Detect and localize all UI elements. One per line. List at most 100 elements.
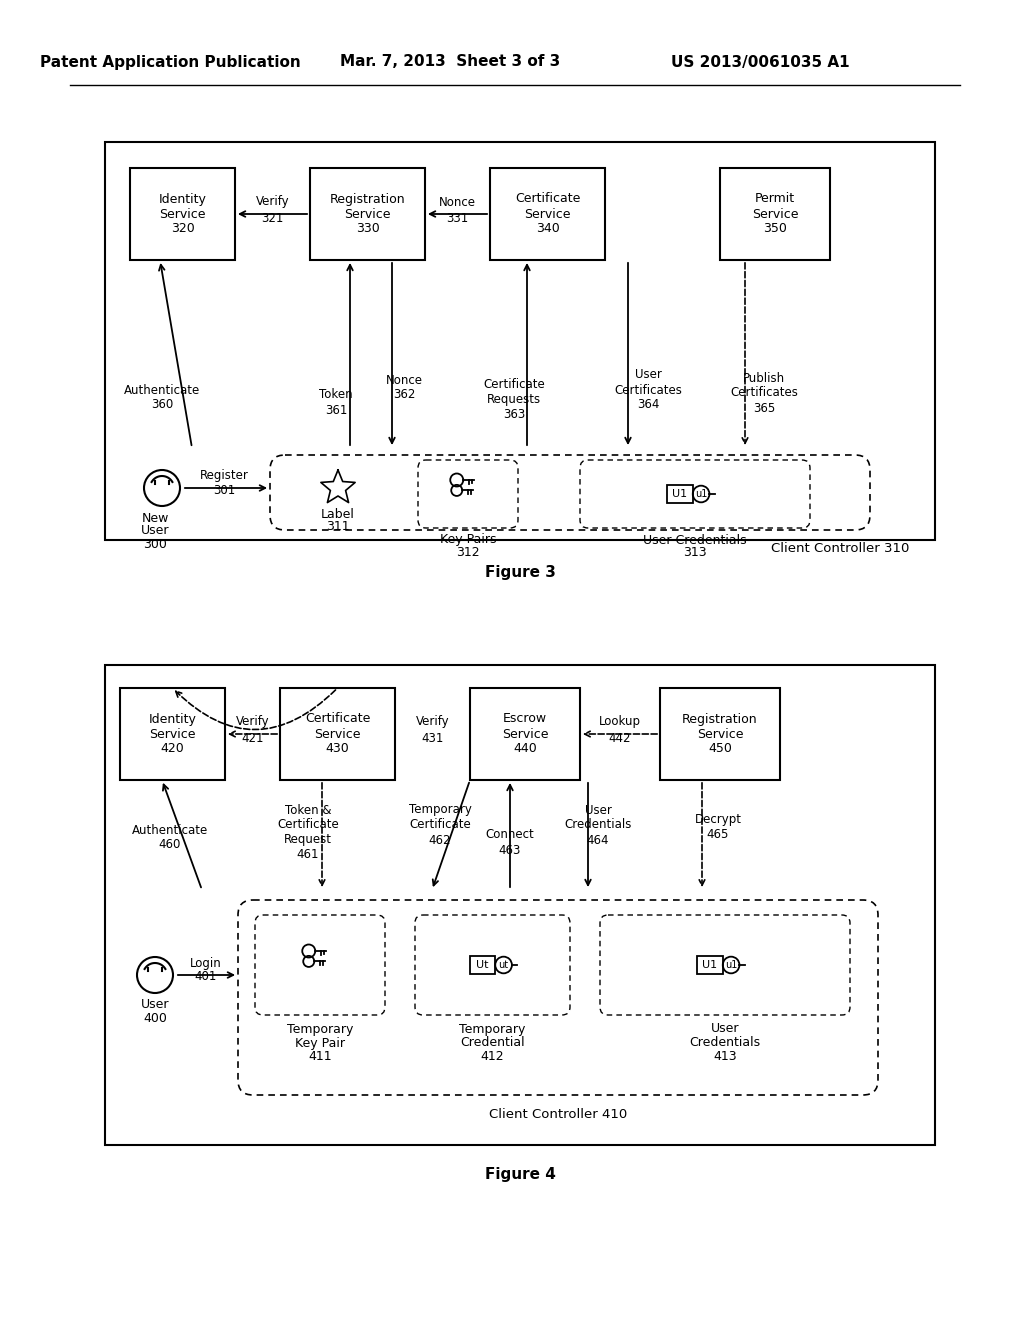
Text: 411: 411 [308, 1051, 332, 1064]
Text: 464: 464 [587, 833, 609, 846]
Bar [470, 688, 580, 780]
FancyBboxPatch shape [580, 459, 810, 528]
Text: 301: 301 [213, 483, 236, 496]
FancyBboxPatch shape [600, 915, 850, 1015]
Text: 460: 460 [159, 838, 181, 851]
Text: Publish: Publish [743, 371, 785, 384]
Text: 412: 412 [480, 1051, 504, 1064]
Text: Certificate
Service
340: Certificate Service 340 [515, 193, 581, 235]
Text: 362: 362 [393, 388, 415, 401]
Text: 400: 400 [143, 1011, 167, 1024]
Text: 363: 363 [503, 408, 525, 421]
Text: Connect: Connect [485, 829, 535, 842]
Text: 321: 321 [261, 213, 284, 226]
Text: 413: 413 [713, 1051, 737, 1064]
Text: Certificate: Certificate [483, 379, 545, 392]
Bar [280, 688, 395, 780]
Text: Ut: Ut [476, 960, 488, 970]
Text: Requests: Requests [487, 393, 541, 407]
Text: Lookup: Lookup [599, 715, 641, 729]
FancyBboxPatch shape [418, 459, 518, 528]
Text: Authenticate: Authenticate [124, 384, 200, 396]
Text: Permit
Service
350: Permit Service 350 [752, 193, 799, 235]
Text: u1: u1 [695, 488, 708, 499]
Bar [697, 956, 723, 974]
Text: 313: 313 [683, 546, 707, 560]
Text: User: User [140, 998, 169, 1011]
Text: Temporary: Temporary [460, 1023, 525, 1035]
FancyBboxPatch shape [415, 915, 570, 1015]
Text: 312: 312 [456, 546, 480, 560]
Text: Key Pair: Key Pair [295, 1036, 345, 1049]
Text: Nonce: Nonce [385, 374, 423, 387]
Text: Verify: Verify [416, 715, 450, 729]
Text: Decrypt: Decrypt [694, 813, 741, 826]
Text: Certificate
Service
430: Certificate Service 430 [305, 713, 371, 755]
Text: Verify: Verify [256, 195, 290, 209]
Text: Label: Label [322, 507, 355, 520]
Text: Certificates: Certificates [614, 384, 682, 396]
Bar [668, 484, 693, 503]
Text: User: User [711, 1023, 739, 1035]
Text: User Credentials: User Credentials [643, 533, 746, 546]
Text: Temporary: Temporary [409, 804, 471, 817]
Text: User: User [140, 524, 169, 537]
Text: ut: ut [499, 960, 509, 970]
Text: Nonce: Nonce [439, 195, 476, 209]
Text: Mar. 7, 2013  Sheet 3 of 3: Mar. 7, 2013 Sheet 3 of 3 [340, 54, 560, 70]
Text: Credential: Credential [460, 1036, 525, 1049]
Text: 431: 431 [421, 733, 443, 746]
Text: Identity
Service
420: Identity Service 420 [148, 713, 197, 755]
Text: Token: Token [319, 388, 353, 401]
Text: Authenticate: Authenticate [132, 824, 208, 837]
Text: Request: Request [284, 833, 332, 846]
Bar [470, 956, 496, 974]
Text: US 2013/0061035 A1: US 2013/0061035 A1 [671, 54, 849, 70]
Text: Register: Register [200, 470, 249, 483]
Bar [130, 168, 234, 260]
Text: New: New [141, 511, 169, 524]
Text: Identity
Service
320: Identity Service 320 [159, 193, 207, 235]
Text: Token &: Token & [285, 804, 331, 817]
Text: Temporary: Temporary [287, 1023, 353, 1035]
Text: Certificate: Certificate [410, 818, 471, 832]
Text: u1: u1 [725, 960, 737, 970]
Text: Figure 3: Figure 3 [484, 565, 555, 579]
Text: Client Controller 310: Client Controller 310 [771, 541, 909, 554]
Text: 361: 361 [325, 404, 347, 417]
Bar [105, 143, 935, 540]
Text: 300: 300 [143, 537, 167, 550]
Text: 462: 462 [429, 833, 452, 846]
Text: 442: 442 [608, 733, 631, 746]
Text: 401: 401 [195, 970, 217, 983]
Text: 360: 360 [151, 399, 173, 412]
Text: Escrow
Service
440: Escrow Service 440 [502, 713, 548, 755]
Text: U1: U1 [673, 488, 687, 499]
Text: Certificates: Certificates [730, 387, 798, 400]
Bar [490, 168, 605, 260]
Text: 461: 461 [297, 849, 319, 862]
Text: Verify: Verify [236, 715, 269, 729]
Text: Registration
Service
450: Registration Service 450 [682, 713, 758, 755]
Text: 465: 465 [707, 829, 729, 842]
FancyBboxPatch shape [255, 915, 385, 1015]
Bar [120, 688, 225, 780]
Text: Credentials: Credentials [689, 1036, 761, 1049]
Text: Patent Application Publication: Patent Application Publication [40, 54, 300, 70]
Text: Figure 4: Figure 4 [484, 1167, 555, 1183]
Text: Credentials: Credentials [564, 818, 632, 832]
Text: 421: 421 [242, 733, 264, 746]
Text: Client Controller 410: Client Controller 410 [488, 1109, 627, 1122]
Text: U1: U1 [702, 960, 718, 970]
Text: User: User [635, 368, 662, 381]
Text: 364: 364 [637, 399, 659, 412]
Text: 311: 311 [327, 520, 350, 533]
Text: Certificate: Certificate [278, 818, 339, 832]
Text: 331: 331 [446, 213, 469, 226]
Bar [660, 688, 780, 780]
FancyBboxPatch shape [270, 455, 870, 531]
Bar [105, 665, 935, 1144]
Text: Registration
Service
330: Registration Service 330 [330, 193, 406, 235]
Text: Key Pairs: Key Pairs [439, 533, 497, 546]
FancyBboxPatch shape [238, 900, 878, 1096]
